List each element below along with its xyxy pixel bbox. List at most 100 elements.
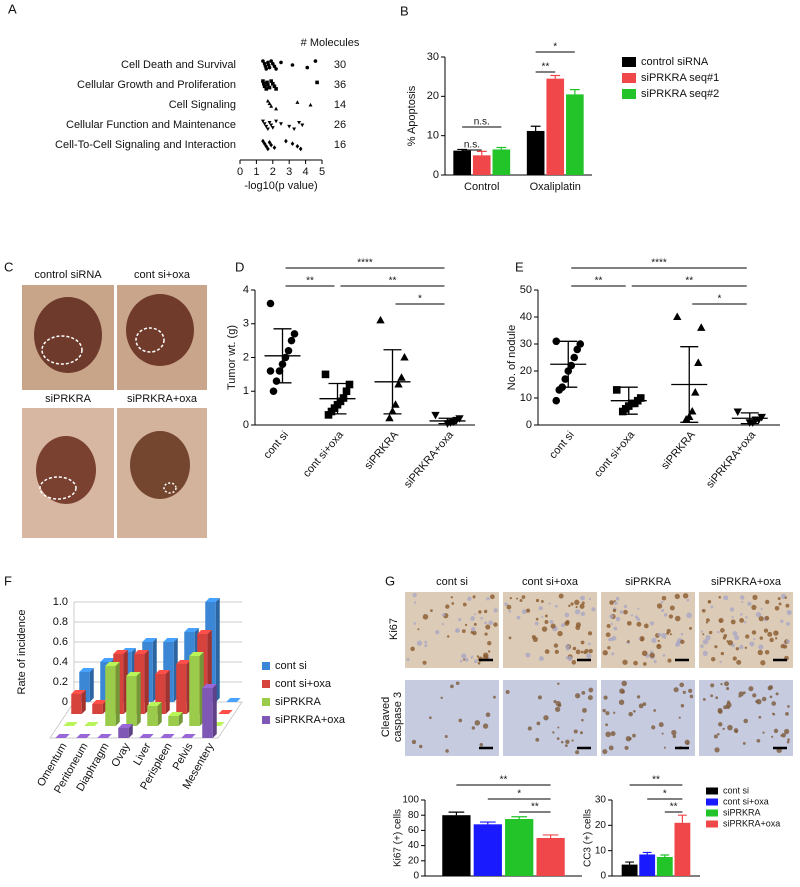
cell-nucleus <box>702 697 706 701</box>
cell-nucleus <box>619 610 624 614</box>
dot <box>295 100 300 104</box>
y-axis-label: Rate of incidence <box>16 610 28 695</box>
cell-nucleus <box>769 695 773 699</box>
cell-nucleus <box>774 637 778 640</box>
cell-nucleus <box>778 602 782 606</box>
cell-nucleus <box>440 696 443 700</box>
cell-nucleus <box>686 612 692 619</box>
data-point <box>385 413 394 422</box>
bar-top <box>139 734 154 738</box>
cell-nucleus <box>613 711 616 714</box>
cell-nucleus <box>603 695 608 700</box>
cell-nucleus <box>575 605 578 609</box>
cell-nucleus <box>743 620 747 624</box>
legend-swatch <box>706 787 718 795</box>
cell-nucleus <box>706 618 710 622</box>
error-bar <box>448 811 465 816</box>
cell-nucleus <box>521 595 526 599</box>
cell-nucleus <box>680 632 684 636</box>
cell-nucleus <box>732 631 738 636</box>
cell-nucleus <box>785 621 790 626</box>
cell-nucleus <box>460 653 467 659</box>
x-tick-label: siPRKRA+oxa <box>704 428 759 490</box>
count-label: 30 <box>334 59 346 71</box>
cell-nucleus <box>619 688 625 694</box>
cell-nucleus <box>587 631 593 636</box>
bar <box>505 819 534 876</box>
cell-nucleus <box>625 736 632 742</box>
cell-nucleus <box>482 723 489 729</box>
bar-top <box>134 650 149 654</box>
error-bar <box>476 150 487 156</box>
cell-nucleus <box>544 649 550 654</box>
cell-nucleus <box>615 616 621 622</box>
cell-nucleus <box>549 619 554 624</box>
y-tick-label: 20 <box>427 90 439 102</box>
x-tick-label: cont si+oxa <box>592 428 638 479</box>
dot <box>264 67 269 71</box>
cell-nucleus <box>755 611 762 618</box>
bar-top <box>76 734 91 738</box>
cell-nucleus <box>580 611 586 617</box>
legend-label: control siRNA <box>641 56 709 68</box>
cell-nucleus <box>445 749 449 753</box>
cell-nucleus <box>483 609 488 614</box>
cell-nucleus <box>472 630 477 636</box>
significance-label: **** <box>357 258 373 269</box>
dot <box>274 87 278 91</box>
bar <box>473 824 502 876</box>
bar-top <box>118 724 133 728</box>
dot <box>290 141 295 147</box>
significance-label: ** <box>542 62 550 73</box>
cell-nucleus <box>602 749 608 755</box>
dot <box>264 124 269 129</box>
dot <box>295 143 300 149</box>
dot <box>269 104 274 108</box>
y-tick-label: 10 <box>427 130 439 142</box>
y-axis-label: CC3 (+) cells <box>583 809 594 867</box>
cell-nucleus <box>538 656 544 662</box>
cell-nucleus <box>508 636 512 640</box>
cell-nucleus <box>478 610 482 614</box>
significance-label: ** <box>670 802 678 813</box>
bar <box>189 656 200 726</box>
dot <box>292 127 297 132</box>
cell-nucleus <box>751 604 757 610</box>
legend-swatch <box>262 680 270 688</box>
cell-nucleus <box>672 734 677 739</box>
micrograph <box>503 680 597 756</box>
dot <box>274 106 279 111</box>
cell-nucleus <box>571 739 574 742</box>
dot <box>264 87 269 91</box>
legend-label: siPRKRA <box>275 696 322 708</box>
cell-nucleus <box>700 630 704 633</box>
y-tick-label: 60 <box>408 825 420 836</box>
cell-nucleus <box>588 648 593 654</box>
cell-nucleus <box>743 718 749 724</box>
panel-label: F <box>4 573 12 588</box>
dot <box>308 102 313 107</box>
cell-nucleus <box>476 655 480 658</box>
cell-nucleus <box>516 597 519 600</box>
cell-nucleus <box>686 598 690 602</box>
bar <box>105 666 116 726</box>
cell-nucleus <box>745 634 750 639</box>
cell-nucleus <box>678 716 681 719</box>
cell-nucleus <box>413 622 417 625</box>
bar-top <box>100 658 115 662</box>
cell-nucleus <box>572 646 577 651</box>
cell-nucleus <box>777 597 781 601</box>
legend-label: cont si <box>275 660 307 672</box>
cell-nucleus <box>638 703 644 709</box>
data-point <box>266 367 275 375</box>
significance-label: ** <box>595 276 603 287</box>
legend-label: cont si+oxa <box>275 678 332 690</box>
x-tick-label: cont si+oxa <box>301 428 347 479</box>
cell-nucleus <box>764 649 770 655</box>
y-tick-label: 50 <box>520 284 532 296</box>
tumor-outline <box>41 335 83 365</box>
bar-top <box>126 672 141 676</box>
sd-bar <box>383 349 402 415</box>
y-tick-label: 0 <box>243 419 249 431</box>
cell-nucleus <box>710 683 715 688</box>
